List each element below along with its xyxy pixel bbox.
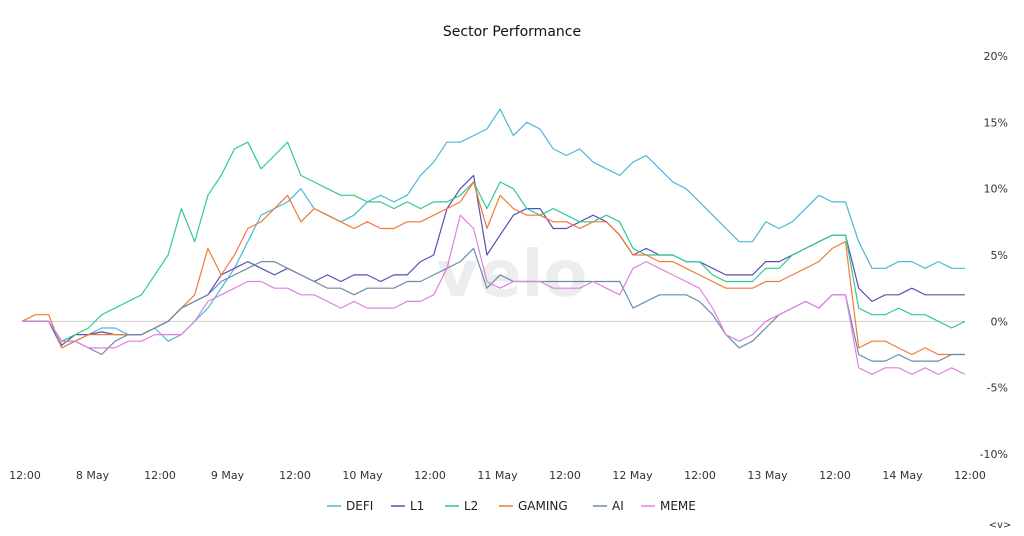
series-line-meme (22, 214, 966, 375)
y-tick-label: 20% (984, 50, 1008, 63)
legend-item-defi[interactable]: DEFI (327, 499, 373, 513)
x-tick-label: 8 May (76, 469, 110, 482)
x-tick-label: 12:00 (954, 469, 986, 482)
x-tick-label: 14 May (882, 469, 923, 482)
x-tick-label: 12:00 (414, 469, 446, 482)
x-tick-label: 10 May (342, 469, 383, 482)
x-tick-label: 13 May (747, 469, 788, 482)
legend: DEFI L1 L2 GAMING AI MEME (327, 499, 696, 513)
legend-label: AI (612, 499, 624, 513)
x-axis-ticks: 12:00 8 May 12:00 9 May 12:00 10 May 12:00 11 M… (9, 469, 986, 482)
legend-label: L1 (410, 499, 424, 513)
legend-label: MEME (660, 499, 696, 513)
x-tick-label: 12:00 (9, 469, 41, 482)
y-axis-ticks: 20% 15% 10% 5% 0% -5% -10% (980, 50, 1008, 461)
watermark-logo: velo (436, 238, 587, 312)
legend-item-gaming[interactable]: GAMING (499, 499, 568, 513)
x-tick-label: 12:00 (279, 469, 311, 482)
x-tick-label: 12:00 (144, 469, 176, 482)
y-tick-label: 15% (984, 116, 1008, 129)
x-tick-label: 9 May (211, 469, 245, 482)
x-tick-label: 12 May (612, 469, 653, 482)
pan-controls-icon[interactable]: <v> (989, 520, 1012, 531)
legend-label: DEFI (346, 499, 373, 513)
y-tick-label: -10% (980, 448, 1008, 461)
x-tick-label: 11 May (477, 469, 518, 482)
legend-label: GAMING (518, 499, 568, 513)
x-tick-label: 12:00 (549, 469, 581, 482)
legend-item-l1[interactable]: L1 (391, 499, 424, 513)
series-lines (21, 108, 966, 375)
series-line-l2 (22, 141, 966, 342)
y-tick-label: 0% (991, 315, 1008, 328)
y-tick-label: 5% (991, 249, 1008, 262)
chart-title: Sector Performance (443, 24, 581, 40)
x-tick-label: 12:00 (684, 469, 716, 482)
legend-item-meme[interactable]: MEME (641, 499, 696, 513)
legend-item-l2[interactable]: L2 (445, 499, 478, 513)
legend-item-ai[interactable]: AI (593, 499, 624, 513)
series-line-defi (22, 108, 965, 349)
y-tick-label: -5% (987, 382, 1008, 395)
x-tick-label: 12:00 (819, 469, 851, 482)
y-tick-label: 10% (984, 183, 1008, 196)
legend-label: L2 (464, 499, 478, 513)
